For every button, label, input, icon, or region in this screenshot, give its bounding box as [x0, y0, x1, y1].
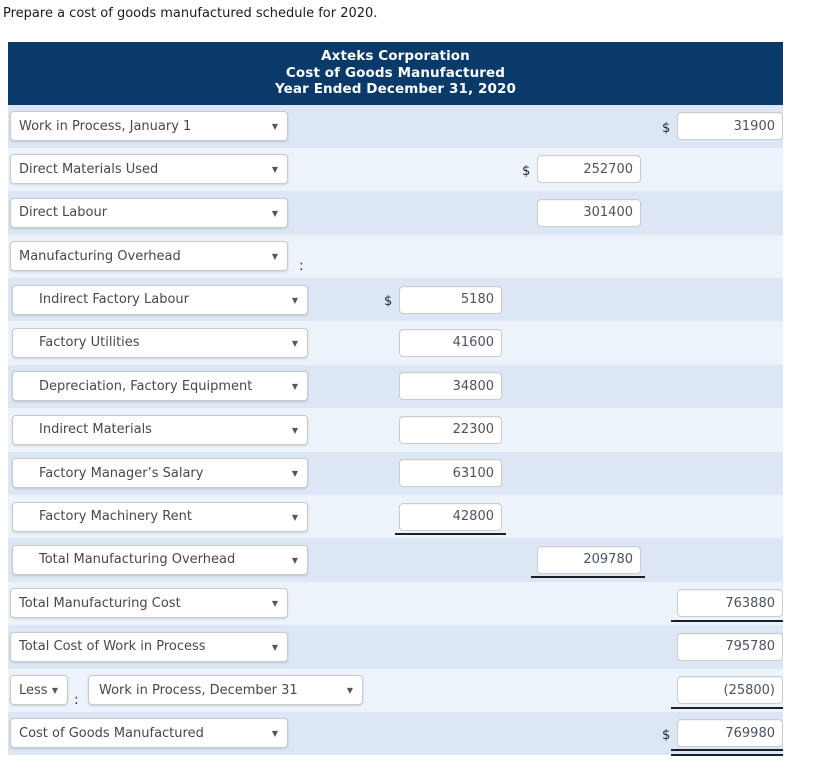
dropdown-arrow-icon: ▼ [291, 512, 298, 522]
less-dropdown-label: Less [19, 682, 48, 698]
schedule-row: Direct Materials Used ▼ $ [8, 147, 783, 192]
account-dropdown[interactable]: Factory Utilities ▼ [12, 327, 308, 358]
dropdown-arrow-icon: ▼ [346, 686, 353, 696]
schedule-row: Work in Process, January 1 ▼ $ [8, 104, 783, 148]
dollar-sign: $ [384, 294, 393, 310]
dropdown-arrow-icon: ▼ [291, 469, 298, 479]
account-dropdown[interactable]: Direct Labour ▼ [10, 197, 288, 228]
dropdown-arrow-icon: ▼ [291, 295, 298, 305]
colon-separator: : [74, 691, 79, 708]
schedule-row: Indirect Factory Labour ▼ $ [8, 278, 783, 322]
amount-input[interactable] [399, 285, 502, 314]
amount-input[interactable] [677, 676, 783, 705]
colon-separator: : [299, 257, 304, 274]
dropdown-arrow-icon: ▼ [271, 208, 278, 218]
amount-input[interactable] [677, 589, 783, 618]
amount-input[interactable] [399, 502, 502, 531]
amount-input[interactable] [537, 155, 641, 184]
dropdown-arrow-icon: ▼ [271, 252, 278, 262]
single-underline [671, 619, 783, 622]
account-dropdown-label: Indirect Factory Labour [39, 292, 189, 308]
schedule-row: Less ▼: Work in Process, December 31 ▼ [8, 668, 783, 712]
account-dropdown-label: Work in Process, January 1 [19, 118, 192, 134]
account-dropdown[interactable]: Work in Process, December 31 ▼ [88, 675, 363, 706]
schedule-header: Axteks Corporation Cost of Goods Manufac… [8, 42, 783, 105]
account-dropdown-label: Manufacturing Overhead [19, 248, 181, 264]
schedule-row: Depreciation, Factory Equipment ▼ [8, 364, 783, 409]
double-underline [671, 753, 783, 756]
dollar-sign: $ [522, 163, 531, 179]
account-dropdown-label: Cost of Goods Manufactured [19, 725, 204, 741]
dropdown-arrow-icon: ▼ [291, 555, 298, 565]
schedule-row: Factory Manager’s Salary ▼ [8, 451, 783, 496]
dropdown-arrow-icon: ▼ [271, 642, 278, 652]
dollar-sign: $ [662, 120, 671, 136]
cogm-schedule: Axteks Corporation Cost of Goods Manufac… [8, 42, 783, 756]
amount-input[interactable] [399, 459, 502, 488]
dropdown-arrow-icon: ▼ [271, 599, 278, 609]
schedule-row: Total Cost of Work in Process ▼ [8, 625, 783, 669]
schedule-row: Total Manufacturing Overhead ▼ [8, 538, 783, 582]
single-underline [395, 533, 506, 536]
account-dropdown[interactable]: Indirect Materials ▼ [12, 414, 308, 445]
single-underline [531, 576, 645, 579]
dropdown-arrow-icon: ▼ [51, 686, 58, 696]
account-dropdown-label: Factory Manager’s Salary [39, 465, 204, 481]
amount-input[interactable] [537, 198, 641, 227]
amount-input[interactable] [399, 415, 502, 444]
account-dropdown-label: Direct Materials Used [19, 161, 159, 177]
account-dropdown-label: Total Manufacturing Overhead [39, 552, 236, 568]
schedule-row: Cost of Goods Manufactured ▼ $ [8, 711, 783, 756]
schedule-row: Total Manufacturing Cost ▼ [8, 581, 783, 626]
instruction-text: Prepare a cost of goods manufactured sch… [3, 6, 378, 21]
schedule-row: Factory Utilities ▼ [8, 321, 783, 365]
schedule-row: Indirect Materials ▼ [8, 408, 783, 452]
account-dropdown[interactable]: Depreciation, Factory Equipment ▼ [12, 371, 308, 402]
statement-period: Year Ended December 31, 2020 [275, 81, 516, 97]
amount-input[interactable] [677, 719, 783, 748]
account-dropdown-label: Work in Process, December 31 [99, 682, 298, 698]
account-dropdown[interactable]: Manufacturing Overhead ▼ [10, 241, 288, 272]
account-dropdown[interactable]: Total Manufacturing Cost ▼ [10, 588, 288, 619]
amount-input[interactable] [399, 372, 502, 401]
account-dropdown[interactable]: Total Manufacturing Overhead ▼ [12, 544, 308, 575]
schedule-rows: Work in Process, January 1▼$Direct Mater… [8, 104, 783, 756]
single-underline [671, 706, 783, 709]
account-dropdown-label: Depreciation, Factory Equipment [39, 378, 253, 394]
schedule-row: Manufacturing Overhead ▼: [8, 234, 783, 279]
amount-input[interactable] [677, 112, 783, 140]
amount-input[interactable] [677, 632, 783, 661]
schedule-row: Factory Machinery Rent ▼ [8, 495, 783, 539]
account-dropdown-label: Factory Utilities [39, 335, 140, 351]
account-dropdown-label: Direct Labour [19, 205, 108, 221]
dropdown-arrow-icon: ▼ [291, 425, 298, 435]
amount-input[interactable] [399, 328, 502, 357]
double-underline [671, 748, 783, 751]
dollar-sign: $ [662, 727, 671, 743]
account-dropdown[interactable]: Work in Process, January 1 ▼ [10, 111, 288, 141]
dropdown-arrow-icon: ▼ [271, 729, 278, 739]
account-dropdown[interactable]: Indirect Factory Labour ▼ [12, 284, 308, 315]
account-dropdown-label: Indirect Materials [39, 422, 152, 438]
dropdown-arrow-icon: ▼ [291, 338, 298, 348]
account-dropdown[interactable]: Factory Machinery Rent ▼ [12, 501, 308, 532]
account-dropdown[interactable]: Total Cost of Work in Process ▼ [10, 631, 288, 662]
account-dropdown-label: Factory Machinery Rent [39, 509, 192, 525]
account-dropdown[interactable]: Factory Manager’s Salary ▼ [12, 458, 308, 489]
amount-input[interactable] [537, 545, 641, 574]
account-dropdown-label: Total Manufacturing Cost [19, 595, 181, 611]
account-dropdown[interactable]: Direct Materials Used ▼ [10, 154, 288, 185]
statement-title: Cost of Goods Manufactured [285, 64, 506, 81]
less-dropdown[interactable]: Less ▼ [10, 675, 68, 706]
dropdown-arrow-icon: ▼ [271, 122, 278, 131]
schedule-row: Direct Labour ▼ [8, 191, 783, 235]
dropdown-arrow-icon: ▼ [291, 382, 298, 392]
dropdown-arrow-icon: ▼ [271, 165, 278, 175]
company-name: Axteks Corporation [321, 48, 470, 64]
account-dropdown-label: Total Cost of Work in Process [19, 639, 206, 655]
account-dropdown[interactable]: Cost of Goods Manufactured ▼ [10, 718, 288, 749]
